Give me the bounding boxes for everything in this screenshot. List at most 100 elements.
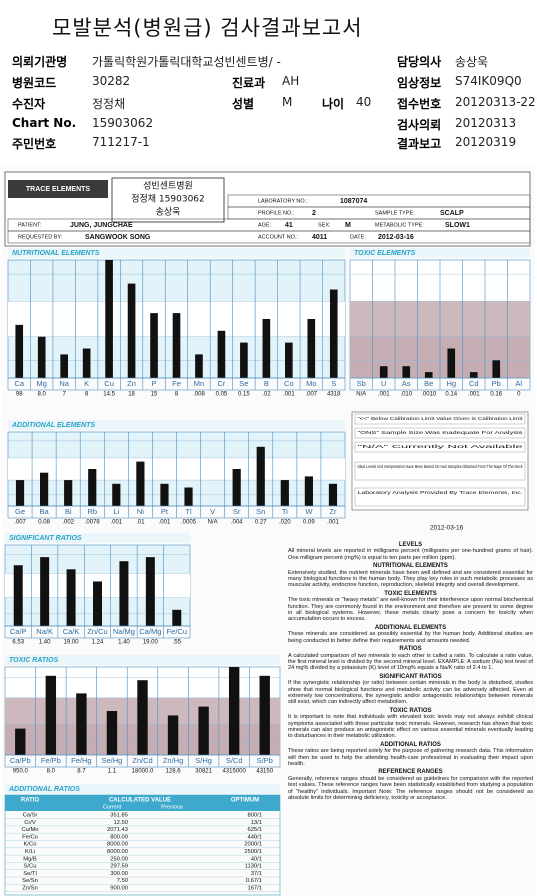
panel-value: 8.0 bbox=[38, 392, 47, 398]
panel-label: Se bbox=[239, 379, 248, 388]
bar-graphic bbox=[304, 476, 313, 506]
report-field-value: 4011 bbox=[312, 234, 327, 241]
panel-value: 0.27 bbox=[255, 520, 267, 526]
bar-graphic bbox=[280, 480, 289, 506]
panel-value: .55 bbox=[173, 640, 182, 646]
report-date: 2012-03-16 bbox=[430, 525, 464, 532]
panel-label: As bbox=[402, 379, 411, 388]
table-header: RATIO bbox=[21, 798, 40, 804]
panel-value: N/A bbox=[356, 392, 366, 398]
ratio-name: Se/Sn bbox=[22, 878, 38, 884]
panel-label: Ca bbox=[14, 379, 24, 388]
label-row-box bbox=[7, 505, 346, 519]
panel-value: 0 bbox=[517, 392, 521, 398]
panel-label: Na/K bbox=[36, 627, 53, 636]
ratio-current: 800.00 bbox=[110, 834, 128, 840]
panel-value: .0010 bbox=[421, 392, 437, 398]
bar-graphic bbox=[232, 469, 241, 506]
panel-value: 14.5 bbox=[103, 392, 115, 398]
table-header: CALCULATED VALUE bbox=[109, 798, 171, 804]
panel-value: .001 bbox=[468, 392, 480, 398]
legend-text: "<<" Below Calibration Limit Value Given… bbox=[358, 416, 524, 421]
panel-value: 0.16 bbox=[490, 392, 502, 398]
table-frame bbox=[4, 794, 281, 896]
note-heading: LEVELS bbox=[398, 542, 423, 548]
report-field-value: 2012-03-16 bbox=[378, 234, 414, 241]
label-row-box bbox=[7, 377, 346, 391]
field-label: 검사의뢰 bbox=[397, 118, 442, 132]
ratio-optimum: 2000/1 bbox=[244, 842, 262, 848]
bar-graphic bbox=[105, 260, 113, 378]
panel-value: .007 bbox=[14, 520, 26, 526]
panel-label: W bbox=[305, 507, 313, 516]
panel-label: Cd bbox=[469, 379, 479, 388]
panel-label: B bbox=[264, 379, 269, 388]
bar-graphic bbox=[106, 711, 118, 755]
ratio-current: 2071.43 bbox=[107, 827, 128, 833]
bar-graphic bbox=[160, 483, 169, 506]
bar-graphic bbox=[167, 715, 179, 755]
panel-value: 1.40 bbox=[118, 640, 130, 646]
panel-title: TOXIC RATIOS bbox=[9, 657, 58, 664]
panel-label: S bbox=[331, 379, 336, 388]
lab-logo bbox=[8, 180, 108, 198]
bar-graphic bbox=[184, 487, 193, 506]
panel-value: 0.14 bbox=[445, 392, 457, 398]
bar-graphic bbox=[259, 675, 270, 755]
panel-label: Se/Hg bbox=[102, 756, 123, 765]
panel-label: Rb bbox=[87, 507, 97, 516]
bar-graphic bbox=[127, 283, 136, 378]
note-heading: NUTRITIONAL ELEMENTS bbox=[373, 563, 448, 570]
bar-graphic bbox=[112, 483, 121, 506]
panel-value: .007 bbox=[305, 392, 317, 398]
report-field-label: DATE: bbox=[350, 234, 366, 240]
bar-graphic bbox=[136, 461, 145, 506]
panel-label: Hg bbox=[446, 379, 456, 388]
panel-label: Na bbox=[59, 379, 69, 388]
stamp-line: 성빈센트병원 bbox=[143, 181, 193, 192]
note-text: Generally, reference ranges should be co… bbox=[288, 775, 533, 802]
panel-label: Ca/Mg bbox=[139, 627, 161, 636]
bar-graphic bbox=[37, 336, 46, 378]
legend-box bbox=[351, 411, 529, 511]
panel-label: Ti bbox=[282, 507, 288, 516]
report-field-label: ACCOUNT NO.: bbox=[258, 234, 298, 240]
panel-value: 8.0 bbox=[47, 769, 56, 775]
report-field-value: SANGWOOK SONG bbox=[85, 234, 151, 241]
note-text: It is important to note that individuals… bbox=[288, 714, 533, 740]
panel-value: 950.0 bbox=[13, 769, 29, 775]
ratio-name: S/Cu bbox=[24, 864, 37, 870]
stamp-line: 정정채 15903062 bbox=[131, 194, 205, 205]
bar-graphic bbox=[66, 569, 76, 626]
stamp-box bbox=[111, 177, 225, 223]
panel-value: 98 bbox=[16, 392, 23, 398]
note-text: The toxic minerals or "heavy metals" are… bbox=[288, 597, 533, 623]
panel-value: .02 bbox=[262, 392, 271, 398]
note-heading: RATIOS bbox=[399, 646, 422, 653]
panel-value: .004 bbox=[231, 520, 243, 526]
panel-label: Zr bbox=[329, 507, 337, 516]
legend-cell bbox=[354, 413, 526, 425]
panel-value: 8 bbox=[85, 392, 89, 398]
field-label: 담당의사 bbox=[397, 55, 442, 69]
note-heading: TOXIC RATIOS bbox=[389, 707, 432, 714]
panel-value: 0.15 bbox=[238, 392, 250, 398]
report-field-value: 41 bbox=[285, 222, 293, 229]
bar-graphic bbox=[256, 446, 265, 506]
ratio-current: 7.50 bbox=[117, 878, 128, 884]
panel-label: Zn bbox=[127, 379, 136, 388]
ratio-name: Cr/V bbox=[24, 820, 36, 826]
bar-graphic bbox=[329, 289, 338, 378]
bar-graphic bbox=[402, 366, 411, 378]
panel-title-band bbox=[8, 248, 345, 258]
bar-graphic bbox=[40, 472, 49, 506]
panel-value: 18000.0 bbox=[132, 769, 154, 775]
report-field-value: 1087074 bbox=[340, 198, 367, 205]
stamp-line: 송상욱 bbox=[156, 207, 181, 218]
ratio-name: Mg/B bbox=[23, 856, 37, 862]
table-subheader: Previous bbox=[161, 804, 183, 810]
field-label: 의뢰기관명 bbox=[12, 55, 68, 69]
field-label: Chart No. bbox=[12, 116, 77, 130]
panel-label: U bbox=[381, 379, 386, 388]
panel-value: 19.00 bbox=[143, 640, 159, 646]
